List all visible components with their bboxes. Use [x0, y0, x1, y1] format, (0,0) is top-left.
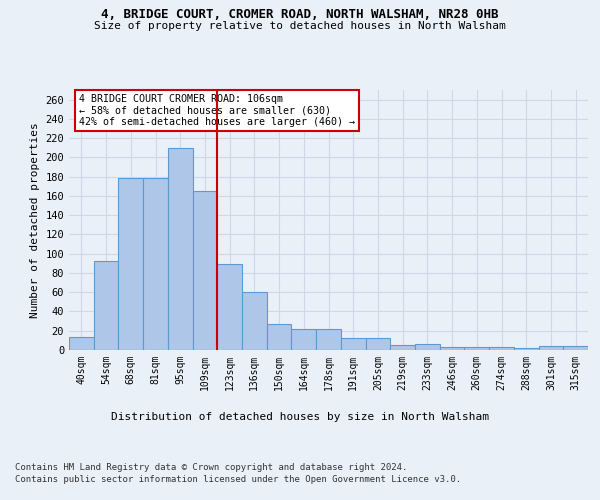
Bar	[168, 148, 193, 350]
Bar	[94, 262, 118, 350]
Bar	[217, 264, 242, 350]
Text: Distribution of detached houses by size in North Walsham: Distribution of detached houses by size …	[111, 412, 489, 422]
Bar	[539, 346, 563, 350]
Bar	[464, 347, 489, 350]
Bar	[143, 178, 168, 350]
Bar	[292, 329, 316, 350]
Bar	[563, 346, 588, 350]
Text: 4, BRIDGE COURT, CROMER ROAD, NORTH WALSHAM, NR28 0HB: 4, BRIDGE COURT, CROMER ROAD, NORTH WALS…	[101, 8, 499, 20]
Bar	[242, 292, 267, 350]
Text: Contains HM Land Registry data © Crown copyright and database right 2024.: Contains HM Land Registry data © Crown c…	[15, 462, 407, 471]
Bar	[267, 324, 292, 350]
Bar	[390, 345, 415, 350]
Bar	[341, 338, 365, 350]
Bar	[489, 347, 514, 350]
Bar	[440, 347, 464, 350]
Y-axis label: Number of detached properties: Number of detached properties	[30, 122, 40, 318]
Bar	[118, 178, 143, 350]
Bar	[316, 329, 341, 350]
Text: Contains public sector information licensed under the Open Government Licence v3: Contains public sector information licen…	[15, 475, 461, 484]
Bar	[514, 348, 539, 350]
Bar	[193, 191, 217, 350]
Bar	[365, 338, 390, 350]
Text: Size of property relative to detached houses in North Walsham: Size of property relative to detached ho…	[94, 21, 506, 31]
Bar	[69, 338, 94, 350]
Text: 4 BRIDGE COURT CROMER ROAD: 106sqm
← 58% of detached houses are smaller (630)
42: 4 BRIDGE COURT CROMER ROAD: 106sqm ← 58%…	[79, 94, 355, 127]
Bar	[415, 344, 440, 350]
